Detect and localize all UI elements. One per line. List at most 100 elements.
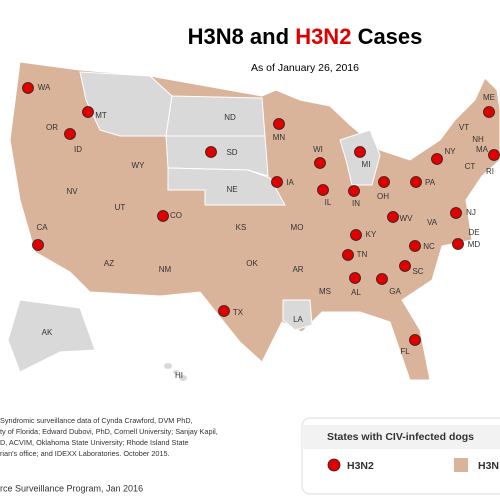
footer-line: D, ACVIM, Oklahoma State University; Rho… (0, 438, 189, 447)
unaffected-state (165, 95, 266, 137)
legend-swatch (454, 458, 468, 472)
state-label: NH (472, 135, 484, 144)
h3n2-dot (314, 157, 326, 169)
state-label: ID (74, 145, 82, 154)
state-label: VT (459, 123, 469, 132)
state-label: TN (357, 250, 368, 259)
h3n2-dot (409, 240, 421, 252)
state-label: GA (389, 287, 401, 296)
h3n2-dot (409, 334, 421, 346)
h3n2-dot (488, 149, 500, 161)
h3n2-dot (483, 106, 495, 118)
title: H3N8 and H3N2 Cases (188, 24, 423, 49)
h3n2-dot (22, 82, 34, 94)
legend-label: H3N2 (347, 460, 374, 472)
state-label: WI (313, 145, 323, 154)
state-label: MI (362, 160, 371, 169)
unaffected-state (282, 299, 313, 331)
land (9, 61, 500, 381)
state-label: MT (95, 111, 107, 120)
state-label: SD (226, 148, 237, 157)
state-label: UT (115, 203, 126, 212)
footer-line: rian's office; and IDEXX Laboratories. O… (0, 449, 170, 458)
footer-source: rce Surveillance Program, Jan 2016 (0, 483, 143, 493)
state-label: NE (226, 185, 237, 194)
state-label: NM (159, 265, 172, 274)
state-label: ME (483, 93, 495, 102)
state-label: WV (400, 214, 414, 223)
h3n2-dot (378, 176, 390, 188)
h3n2-dot (387, 211, 399, 223)
subtitle: As of January 26, 2016 (251, 62, 359, 74)
h3n2-dot (157, 210, 169, 222)
state-label: HI (175, 371, 183, 380)
state-label: IN (352, 199, 360, 208)
state-label: DE (468, 228, 479, 237)
h3n2-dot (348, 185, 360, 197)
footer-line: ty of Florida; Edward Dubovi, PhD, Corne… (0, 427, 218, 436)
h3n2-dot (410, 176, 422, 188)
h3n2-dot (32, 239, 44, 251)
h3n2-dot (271, 176, 283, 188)
state-label: NJ (466, 208, 476, 217)
h3n2-dot (218, 305, 230, 317)
h3n2-dot (354, 146, 366, 158)
unaffected-state (179, 375, 187, 381)
state-label: NV (66, 187, 78, 196)
state-label: NY (444, 147, 456, 156)
state-label: LA (293, 315, 303, 324)
state-label: AK (42, 328, 53, 337)
state-label: CA (36, 223, 48, 232)
h3n2-dot (342, 249, 354, 261)
h3n2-dot (64, 128, 76, 140)
state-label: ND (224, 113, 236, 122)
h3n2-dot (350, 229, 362, 241)
h3n2-dot (273, 118, 285, 130)
state-label: CT (465, 162, 476, 171)
state-label: WA (38, 83, 51, 92)
unaffected-state (167, 167, 286, 206)
state-label: AR (292, 265, 303, 274)
state-label: TX (233, 308, 244, 317)
state-label: MN (273, 133, 286, 142)
h3n2-dot (376, 273, 388, 285)
unaffected-state (164, 363, 172, 369)
state-label: MD (468, 240, 481, 249)
state-label: OR (46, 123, 58, 132)
legend-header (302, 425, 500, 449)
state-label: PA (425, 178, 436, 187)
state-label: WY (132, 161, 146, 170)
h3n2-dot (450, 207, 462, 219)
state-label: NC (423, 242, 435, 251)
state-label: AZ (104, 259, 114, 268)
state-label: CO (170, 211, 182, 220)
state-label: MO (291, 223, 304, 232)
h3n2-dot (349, 272, 361, 284)
title-part: Cases (358, 24, 423, 49)
state-label: MS (319, 287, 331, 296)
unaffected-state (79, 71, 173, 137)
state-label: KY (366, 230, 377, 239)
footer: Syndromic surveillance data of Cynda Cra… (0, 416, 218, 493)
state-label: OK (246, 259, 258, 268)
state-label: IL (325, 198, 332, 207)
h3n2-dot (205, 146, 217, 158)
state-label: KS (236, 223, 247, 232)
h3n2-dot (317, 184, 329, 196)
footer-line: Syndromic surveillance data of Cynda Cra… (0, 416, 193, 425)
state-label: VA (427, 218, 438, 227)
h3n2-dot (452, 238, 464, 250)
state-label: MA (476, 145, 489, 154)
legend: States with CIV-infected dogs H3N2 H3N (301, 417, 500, 495)
state-label: AL (351, 288, 361, 297)
state-label: FL (400, 347, 410, 356)
state-label: OH (377, 192, 389, 201)
legend-label: H3N (478, 460, 499, 472)
title-highlight: H3N2 (295, 24, 351, 49)
h3n2-dot (431, 153, 443, 165)
unaffected-state (7, 299, 96, 373)
state-label: SC (412, 267, 423, 276)
